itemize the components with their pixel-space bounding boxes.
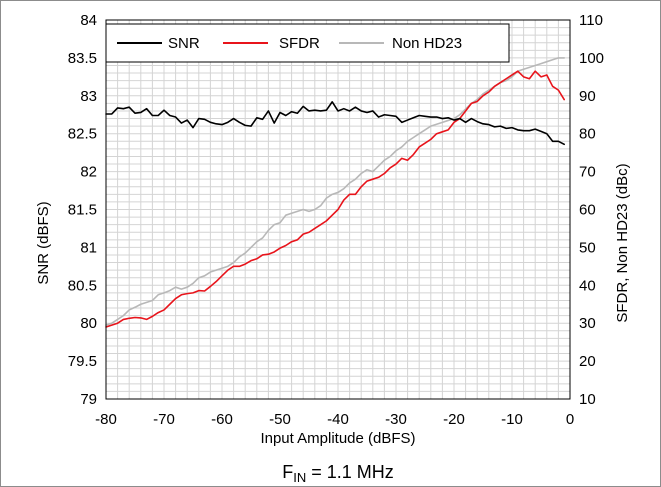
caption-subscript: IN — [293, 470, 306, 485]
y-left-tick-label: 81.5 — [68, 202, 97, 219]
y-left-tick-label: 79 — [80, 391, 97, 408]
y-left-tick-label: 79.5 — [68, 353, 97, 370]
y-right-tick-label: 50 — [579, 239, 596, 256]
plot-border — [105, 19, 571, 400]
series-line-snr — [105, 101, 566, 146]
y-right-tick-label: 60 — [579, 202, 596, 219]
y-left-tick-label: 83.5 — [68, 50, 97, 67]
x-tick-label: -10 — [501, 411, 523, 428]
x-tick-label: -60 — [211, 411, 233, 428]
caption-main: F — [282, 462, 293, 482]
tick-labels: -80 -70 -60 -50 -40 -30 -20 -10 0 84 83.5 83 82.5 82 8… — [68, 12, 604, 428]
x-tick-label: 0 — [566, 411, 574, 428]
x-tick-label: -20 — [443, 411, 465, 428]
y-left-tick-label: 84 — [80, 12, 97, 29]
x-tick-label: -30 — [385, 411, 407, 428]
x-tick-label: -50 — [269, 411, 291, 428]
x-tick-label: -40 — [327, 411, 349, 428]
legend: SNR SFDR Non HD23 — [105, 23, 510, 63]
grid — [106, 20, 570, 399]
y-right-tick-label: 100 — [579, 50, 604, 67]
caption-rest: = 1.1 MHz — [306, 462, 394, 482]
y-left-tick-label: 80.5 — [68, 277, 97, 294]
y-axis-right-title: SFDR, Non HD23 (dBc) — [614, 163, 631, 322]
y-left-tick-label: 81 — [80, 239, 97, 256]
y-right-tick-label: 90 — [579, 88, 596, 105]
y-right-tick-label: 110 — [579, 12, 603, 29]
x-tick-label: -80 — [95, 411, 117, 428]
y-right-tick-label: 30 — [579, 315, 596, 332]
series-line-sfdr — [105, 70, 566, 328]
legend-box — [105, 23, 510, 63]
y-right-tick-label: 70 — [579, 164, 596, 181]
plot-series — [105, 57, 566, 328]
y-right-tick-label: 80 — [579, 126, 596, 143]
x-tick-label: -70 — [153, 411, 175, 428]
y-right-tick-label: 20 — [579, 353, 596, 370]
legend-label-snr: SNR — [168, 35, 200, 52]
y-right-tick-label: 10 — [579, 391, 596, 408]
caption: FIN = 1.1 MHz — [282, 462, 394, 485]
y-axis-left-title: SNR (dBFS) — [35, 201, 52, 284]
legend-label-non-hd23: Non HD23 — [392, 35, 462, 52]
x-axis-title: Input Amplitude (dBFS) — [260, 430, 415, 447]
y-left-tick-label: 82.5 — [68, 126, 97, 143]
y-right-tick-label: 40 — [579, 277, 596, 294]
y-left-tick-label: 82 — [80, 164, 97, 181]
y-left-tick-label: 80 — [80, 315, 97, 332]
y-left-tick-label: 83 — [80, 88, 97, 105]
series-line-non-hd23 — [105, 57, 566, 326]
legend-label-sfdr: SFDR — [279, 35, 320, 52]
